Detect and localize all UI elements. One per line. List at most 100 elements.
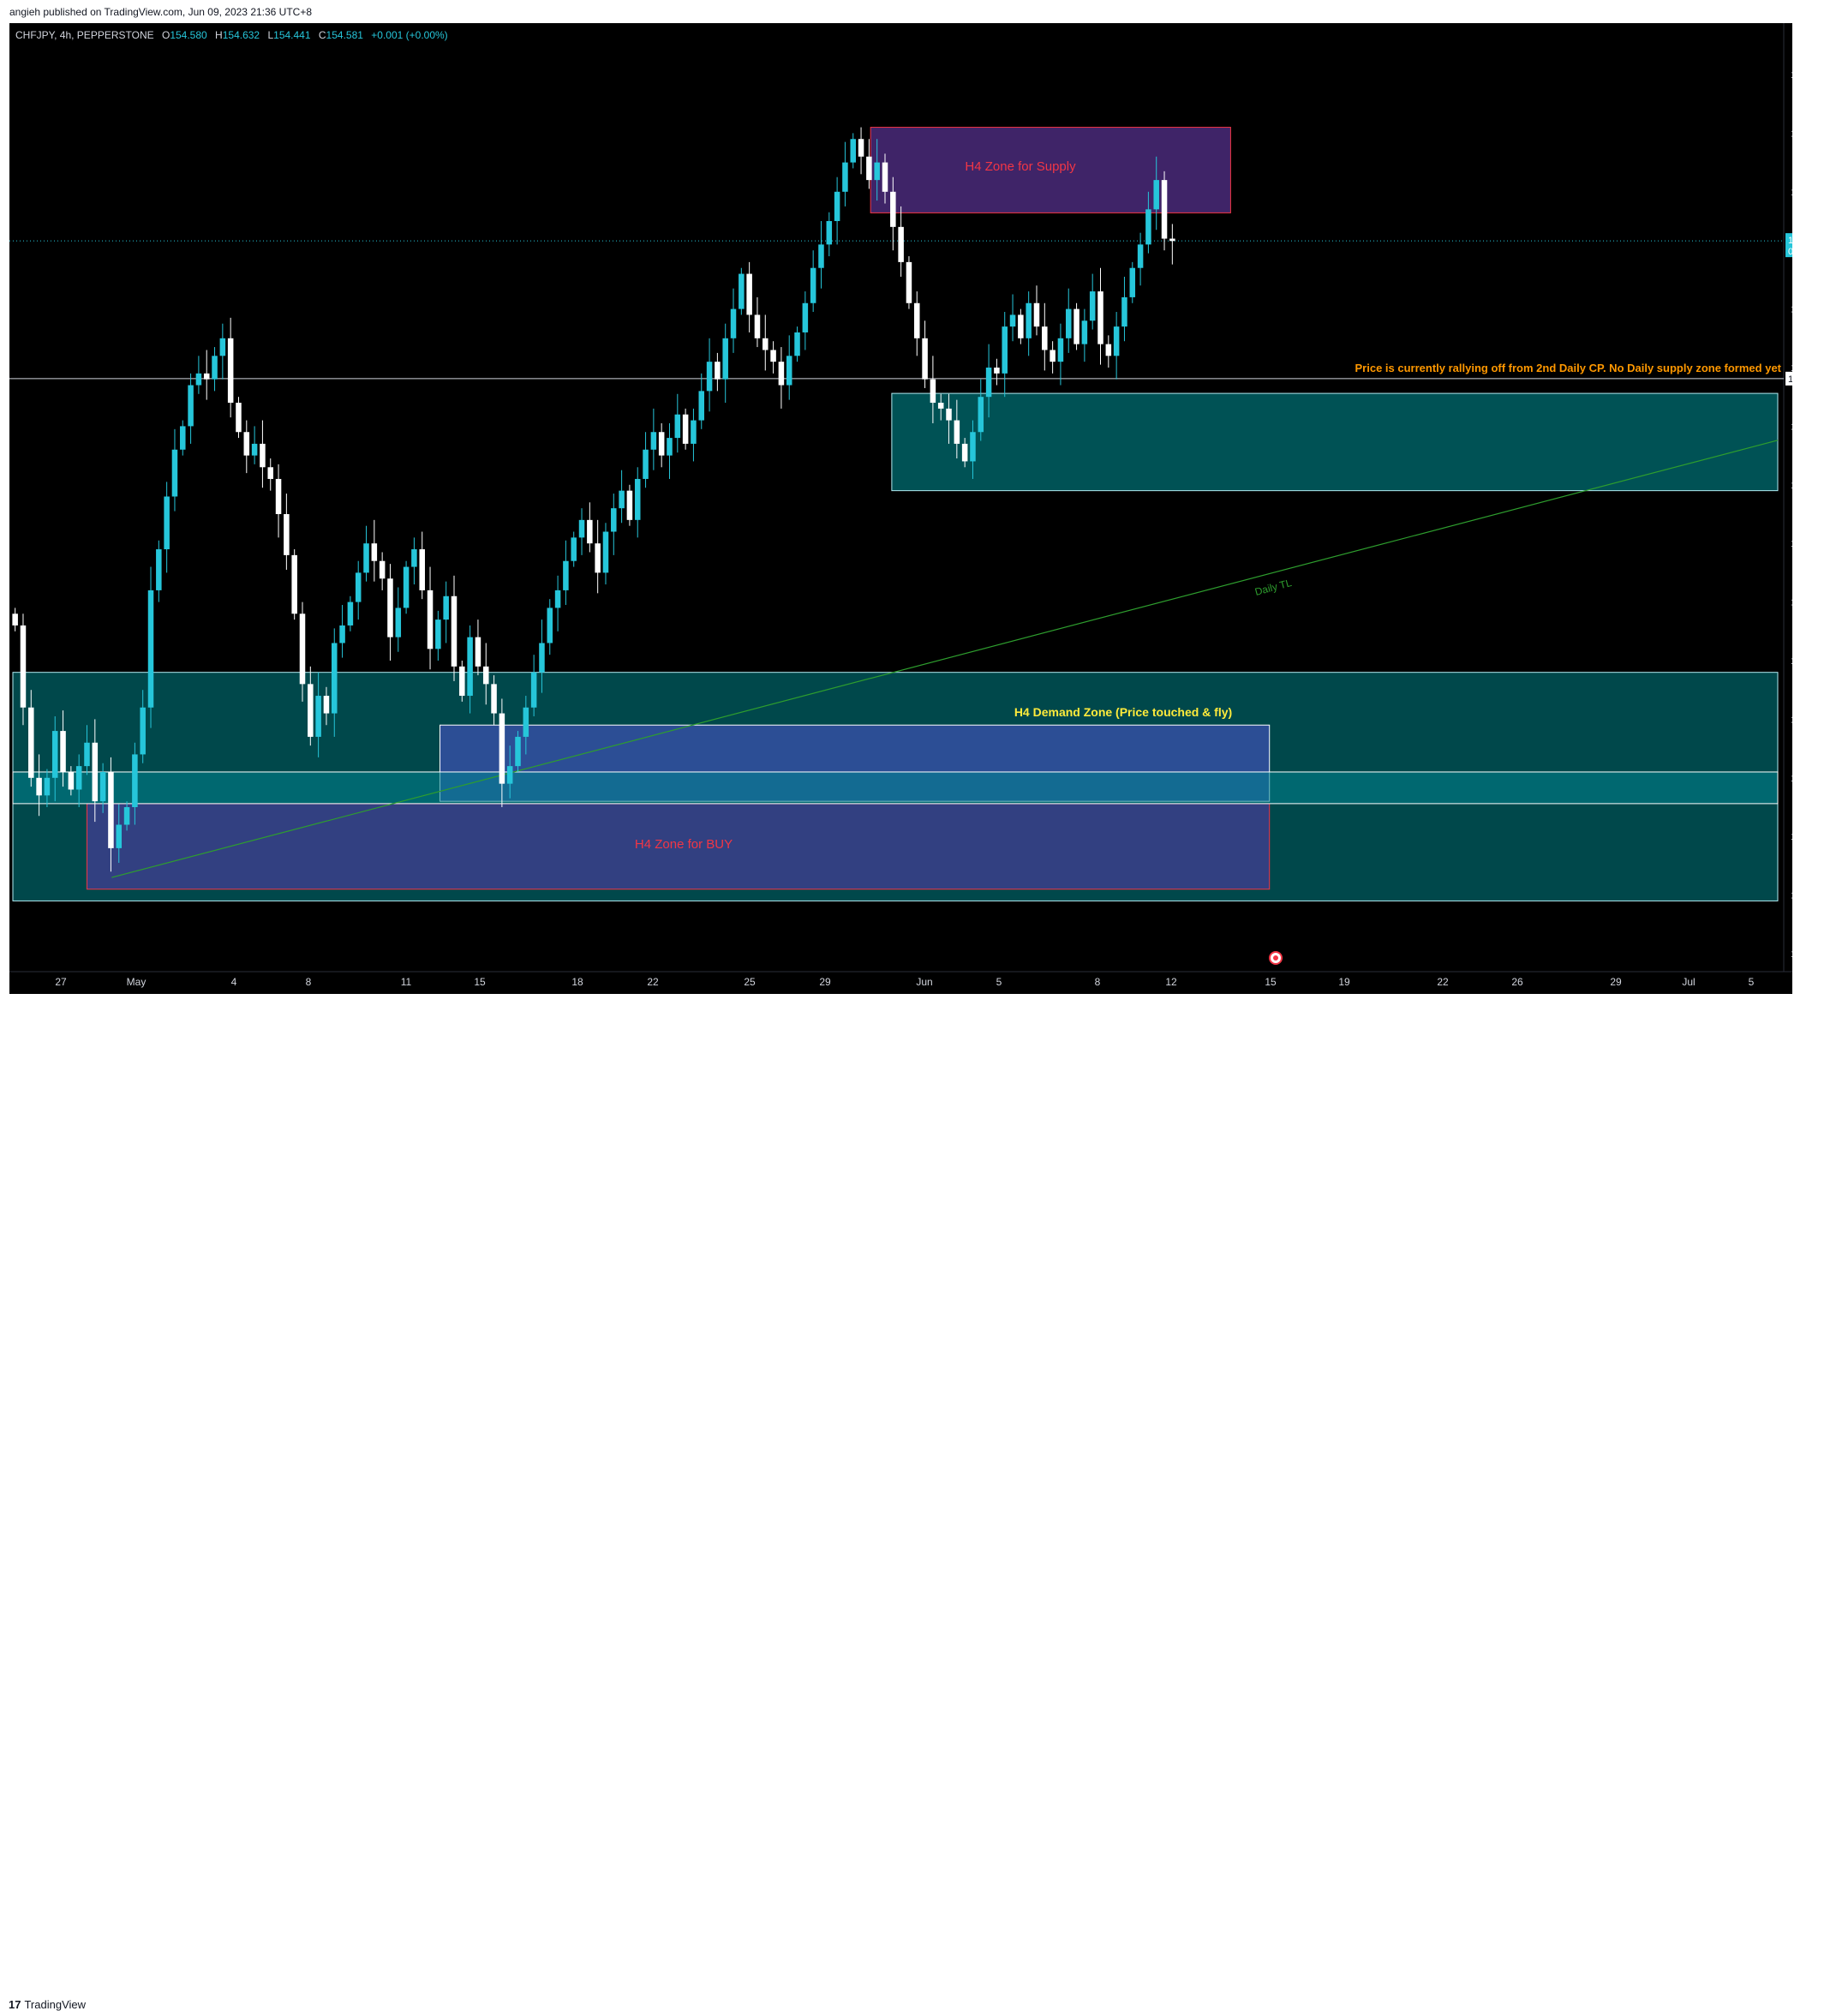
chart-area[interactable]: Daily TL H4 Zone for Supply H4 Zone for BU…	[9, 23, 1792, 994]
candle-body[interactable]	[299, 613, 306, 685]
candle-body[interactable]	[75, 766, 82, 790]
candle-body[interactable]	[1042, 326, 1048, 350]
candle-body[interactable]	[20, 625, 27, 708]
candle-body[interactable]	[236, 403, 242, 433]
candle-body[interactable]	[763, 338, 769, 350]
candle-body[interactable]	[267, 467, 273, 479]
candle-body[interactable]	[674, 414, 681, 439]
candle-body[interactable]	[171, 449, 178, 497]
candle-body[interactable]	[140, 707, 146, 755]
candle-body[interactable]	[626, 490, 633, 520]
candle-body[interactable]	[395, 607, 402, 637]
candle-body[interactable]	[1033, 302, 1040, 327]
zone-rect[interactable]	[12, 771, 1779, 805]
candle-body[interactable]	[866, 156, 872, 181]
candle-body[interactable]	[212, 356, 218, 380]
candle-body[interactable]	[403, 566, 410, 608]
candle-body[interactable]	[1018, 314, 1024, 338]
candle-body[interactable]	[571, 537, 577, 561]
candle-body[interactable]	[890, 191, 896, 227]
candle-body[interactable]	[44, 777, 51, 796]
candle-body[interactable]	[530, 672, 537, 708]
candle-body[interactable]	[922, 338, 928, 380]
candle-body[interactable]	[842, 162, 848, 192]
candle-body[interactable]	[347, 602, 354, 625]
candle-body[interactable]	[874, 162, 880, 181]
candle-body[interactable]	[1002, 326, 1008, 374]
candle-body[interactable]	[1050, 350, 1056, 362]
candle-body[interactable]	[28, 707, 34, 778]
candle-body[interactable]	[523, 707, 529, 737]
candle-body[interactable]	[882, 162, 888, 192]
candle-body[interactable]	[1026, 302, 1032, 338]
candle-body[interactable]	[499, 713, 505, 784]
candle-body[interactable]	[1065, 308, 1072, 338]
candle-body[interactable]	[379, 560, 386, 579]
candle-body[interactable]	[850, 139, 856, 163]
candle-body[interactable]	[36, 777, 42, 796]
candle-body[interactable]	[68, 771, 75, 790]
candle-body[interactable]	[706, 362, 713, 392]
candle-body[interactable]	[794, 332, 800, 356]
candle-body[interactable]	[667, 438, 673, 456]
candle-body[interactable]	[778, 362, 785, 386]
candle-body[interactable]	[682, 414, 689, 444]
candle-body[interactable]	[1057, 338, 1064, 362]
candle-body[interactable]	[435, 619, 441, 649]
candle-body[interactable]	[84, 742, 90, 767]
candle-body[interactable]	[411, 549, 417, 567]
candle-body[interactable]	[818, 244, 824, 268]
price-chart[interactable]: Daily TL H4 Zone for Supply H4 Zone for BU…	[9, 23, 1792, 994]
candle-body[interactable]	[482, 666, 489, 685]
candle-body[interactable]	[419, 549, 425, 590]
candle-body[interactable]	[156, 549, 162, 590]
candle-body[interactable]	[308, 684, 314, 737]
candle-body[interactable]	[355, 572, 362, 602]
candle-body[interactable]	[587, 519, 593, 544]
candle-body[interactable]	[260, 443, 266, 468]
candle-body[interactable]	[643, 449, 649, 479]
candle-body[interactable]	[467, 637, 473, 697]
candle-body[interactable]	[1097, 291, 1103, 344]
candle-body[interactable]	[506, 766, 513, 784]
candle-body[interactable]	[715, 362, 721, 380]
candle-body[interactable]	[243, 432, 250, 456]
candle-body[interactable]	[108, 771, 114, 848]
annotation-label[interactable]: H4 Demand Zone (Price touched & fly)	[1014, 705, 1232, 719]
candle-body[interactable]	[978, 397, 984, 433]
candle-body[interactable]	[746, 273, 752, 315]
candle-body[interactable]	[658, 432, 665, 456]
candle-body[interactable]	[937, 403, 944, 409]
candle-body[interactable]	[147, 590, 154, 708]
candle-body[interactable]	[961, 443, 968, 462]
candle-body[interactable]	[315, 696, 321, 737]
candle-body[interactable]	[251, 443, 258, 456]
candle-body[interactable]	[619, 490, 625, 509]
candle-body[interactable]	[539, 643, 545, 673]
candle-body[interactable]	[427, 590, 434, 649]
candle-body[interactable]	[1113, 326, 1120, 356]
tradingview-logo[interactable]: 17 TradingView	[9, 1998, 86, 2011]
candle-body[interactable]	[1009, 314, 1016, 327]
candle-body[interactable]	[691, 420, 697, 444]
candle-body[interactable]	[443, 596, 449, 620]
candle-body[interactable]	[754, 314, 761, 338]
candle-body[interactable]	[595, 543, 601, 573]
candle-body[interactable]	[650, 432, 657, 450]
candle-body[interactable]	[826, 221, 833, 245]
candle-body[interactable]	[946, 408, 952, 421]
candle-body[interactable]	[275, 478, 282, 514]
daily-trendline[interactable]	[111, 440, 1779, 878]
candle-body[interactable]	[810, 267, 816, 303]
candle-body[interactable]	[51, 731, 58, 778]
candle-body[interactable]	[475, 637, 481, 667]
candle-body[interactable]	[188, 385, 194, 427]
zone-rect[interactable]	[87, 803, 1271, 890]
candle-body[interactable]	[970, 432, 976, 462]
candle-body[interactable]	[1074, 308, 1079, 344]
candle-body[interactable]	[284, 514, 290, 555]
candle-body[interactable]	[491, 684, 497, 714]
zone-rect[interactable]	[891, 392, 1779, 492]
candle-body[interactable]	[930, 379, 936, 404]
candle-body[interactable]	[858, 139, 864, 157]
